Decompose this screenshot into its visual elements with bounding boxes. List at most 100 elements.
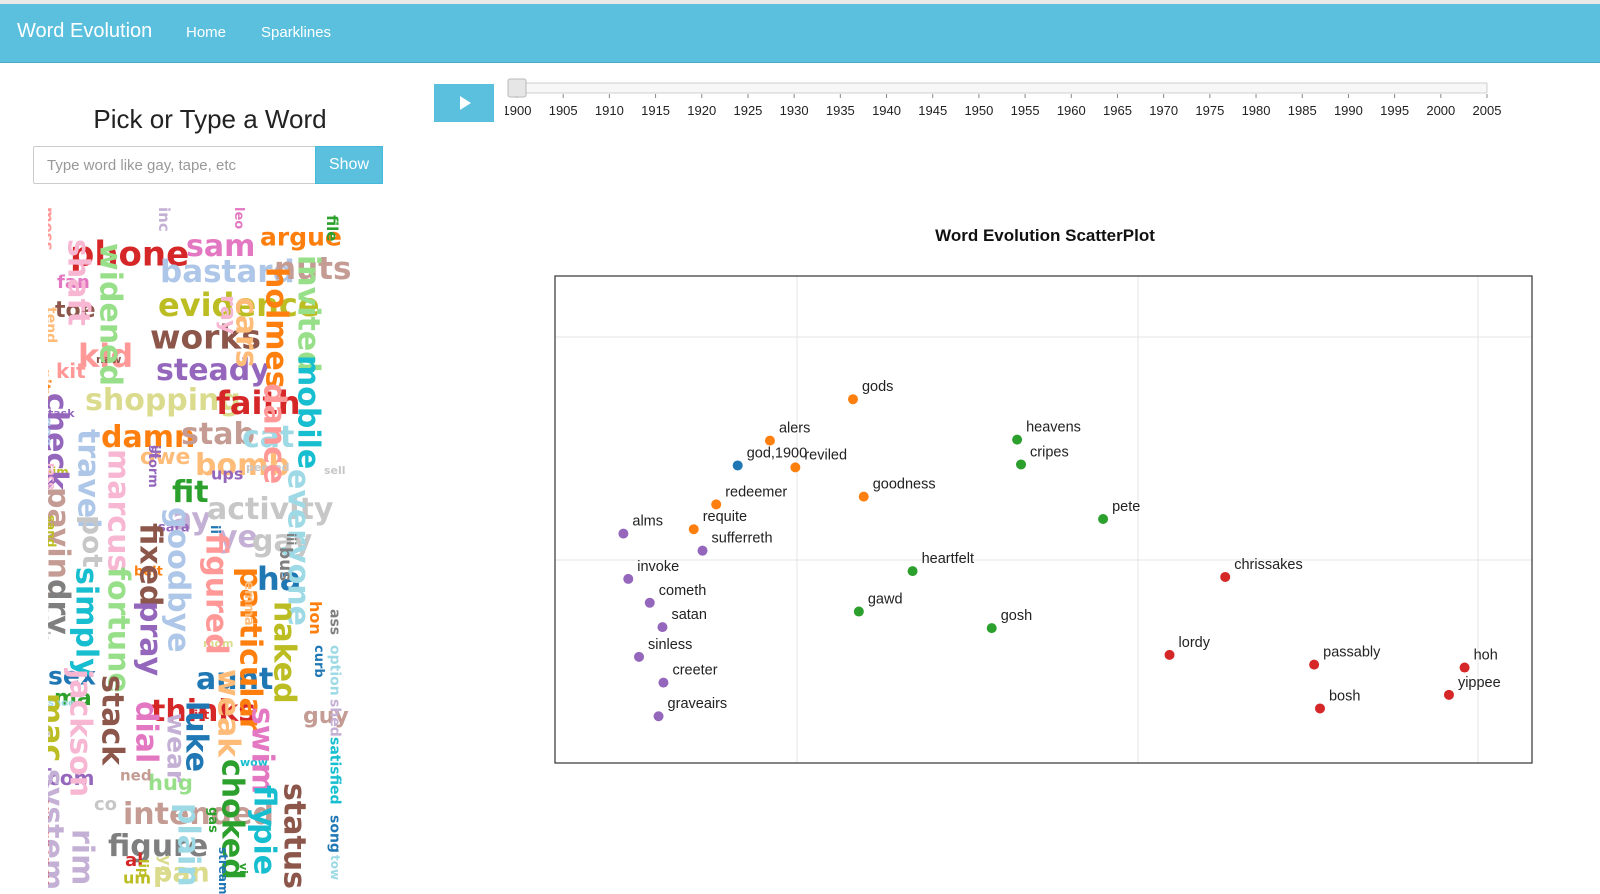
cloud-word-marcus[interactable]: marcus	[100, 449, 135, 572]
cloud-word-owe[interactable]: owe	[140, 445, 190, 470]
point-requite[interactable]	[688, 524, 699, 535]
cloud-word-hon[interactable]: hon	[306, 601, 325, 635]
point-lordy[interactable]	[1164, 649, 1175, 660]
cloud-word-goodbye[interactable]: goodbye	[160, 507, 195, 653]
cloud-word-bus[interactable]: bus	[275, 547, 295, 581]
cloud-word-com[interactable]: com	[48, 766, 94, 790]
year-timeline-slider[interactable]: 1900 1905 1910 1915 1920 1925 1930 1935 1940 1945…	[505, 76, 1550, 136]
cloud-word-lip[interactable]: lip	[135, 859, 150, 877]
cloud-word-co[interactable]: co	[94, 794, 117, 815]
timeline-handle[interactable]	[507, 78, 527, 98]
cloud-word-bomb[interactable]: bomb	[195, 448, 290, 483]
nav-home-link[interactable]: Home	[186, 24, 227, 41]
cloud-word-damn[interactable]: damn	[101, 420, 195, 455]
cloud-word-pie[interactable]: pie	[246, 823, 281, 875]
point-alers[interactable]	[764, 435, 775, 446]
cloud-word-guy[interactable]: guy	[303, 704, 349, 729]
cloud-word-mobile[interactable]: mobile	[290, 355, 325, 469]
play-button[interactable]: play	[434, 84, 494, 122]
timeline-track[interactable]	[516, 82, 1488, 94]
cloud-word-fortune[interactable]: fortune	[100, 567, 135, 693]
point-graveairs[interactable]	[653, 711, 664, 722]
cloud-word-paying[interactable]: paying	[48, 487, 75, 600]
cloud-word-ay[interactable]: ay	[172, 502, 211, 537]
cloud-word-cars[interactable]: cars	[228, 297, 263, 368]
cloud-word-faith[interactable]: faith	[216, 384, 301, 422]
point-redeemer[interactable]	[711, 499, 722, 510]
cloud-word-evidence[interactable]: evidence	[158, 286, 320, 324]
cloud-word-activity[interactable]: activity	[207, 492, 334, 527]
point-sufferreth[interactable]	[697, 545, 708, 556]
point-chrissakes[interactable]	[1220, 571, 1231, 582]
cloud-word-dial[interactable]: dial	[128, 701, 163, 763]
cloud-word-toe[interactable]: toe	[55, 298, 96, 323]
point-creeter[interactable]	[658, 677, 669, 688]
cloud-word-fit[interactable]: fit	[172, 475, 209, 510]
cloud-word-shaft[interactable]: shaft	[60, 239, 95, 326]
cloud-word-stream[interactable]: stream	[216, 847, 230, 894]
cloud-word-pot[interactable]: pot	[76, 515, 109, 568]
point-bosh[interactable]	[1314, 703, 1325, 714]
cloud-word-ray[interactable]: ray	[215, 295, 240, 334]
point-cripes[interactable]	[1016, 459, 1027, 470]
cloud-word-option[interactable]: option	[326, 645, 342, 696]
show-button[interactable]: Show	[315, 146, 383, 184]
cloud-word-gee[interactable]: gee	[48, 417, 54, 446]
cloud-word-fly[interactable]: fly	[246, 785, 281, 827]
cloud-word-belt[interactable]: belt	[134, 565, 163, 580]
cloud-word-file[interactable]: file	[323, 215, 341, 241]
cloud-word-stab[interactable]: stab	[181, 417, 255, 452]
cloud-word-fixed[interactable]: fixed	[132, 523, 167, 606]
nav-sparklines-link[interactable]: Sparklines	[261, 24, 332, 41]
cloud-word-sam[interactable]: sam	[186, 229, 255, 264]
cloud-word-ups[interactable]: ups	[211, 464, 243, 483]
point-sinless[interactable]	[634, 651, 645, 662]
cloud-word-system[interactable]: system	[48, 769, 69, 890]
cloud-word-choked[interactable]: choked	[214, 759, 249, 880]
cloud-word-weak[interactable]: weak	[210, 669, 245, 758]
cloud-word-satisfied[interactable]: satisfied	[326, 737, 342, 805]
cloud-word-thinks[interactable]: thinks	[151, 694, 256, 729]
cloud-word-shed[interactable]: shed	[326, 699, 342, 737]
cloud-word-ma[interactable]: ma	[54, 686, 92, 711]
cloud-word-figure[interactable]: figure	[108, 829, 208, 864]
cloud-word-um[interactable]: um	[123, 868, 151, 887]
cloud-word-status[interactable]: status	[276, 783, 311, 889]
cloud-word-gay[interactable]: gay	[252, 524, 313, 559]
point-passably[interactable]	[1309, 659, 1320, 670]
cloud-word-plain[interactable]: plain	[170, 803, 205, 887]
cloud-word-figured[interactable]: figured	[198, 533, 233, 655]
cloud-word-nuts[interactable]: nuts	[274, 251, 351, 287]
point-reviled[interactable]	[790, 462, 801, 473]
cloud-word-naked[interactable]: naked	[266, 601, 301, 704]
point-invoke[interactable]	[623, 573, 634, 584]
cloud-word-pack[interactable]: pack	[48, 605, 52, 640]
cloud-word-argue[interactable]: argue	[260, 223, 342, 252]
cloud-word-storm[interactable]: storm	[145, 445, 160, 488]
cloud-word-al[interactable]: al	[125, 850, 143, 871]
cloud-word-ha[interactable]: ha	[257, 560, 301, 598]
point-heartfelt[interactable]	[907, 566, 918, 577]
cloud-word-sell[interactable]: sell	[324, 464, 346, 477]
cloud-word-travel[interactable]: travel	[70, 429, 105, 529]
cloud-word-swim[interactable]: swim	[244, 707, 279, 794]
cloud-word-song[interactable]: song	[326, 815, 342, 853]
cloud-word-mac[interactable]: mac	[48, 693, 69, 762]
cloud-word-ass[interactable]: ass	[326, 609, 342, 635]
cloud-word-works[interactable]: works	[150, 318, 261, 357]
cloud-word-dance[interactable]: dance	[256, 383, 291, 484]
cloud-word-bastard[interactable]: bastard	[160, 254, 295, 290]
cloud-word-ye[interactable]: ye	[218, 520, 258, 555]
cloud-word-everyone[interactable]: everyone	[280, 469, 315, 626]
cloud-word-vi[interactable]: vi	[237, 863, 250, 874]
cloud-word-post[interactable]: post	[48, 703, 52, 738]
cloud-word-kit[interactable]: kit	[56, 359, 86, 383]
cloud-word-fan[interactable]: fan	[57, 272, 90, 293]
point-satan[interactable]	[657, 622, 668, 633]
cloud-word-intended[interactable]: intended	[123, 797, 274, 832]
cloud-word-holmes[interactable]: holmes	[258, 267, 293, 389]
point-pete[interactable]	[1098, 514, 1109, 525]
cloud-word-sand[interactable]: sand	[48, 515, 58, 547]
cloud-word-simply[interactable]: simply	[68, 567, 103, 678]
